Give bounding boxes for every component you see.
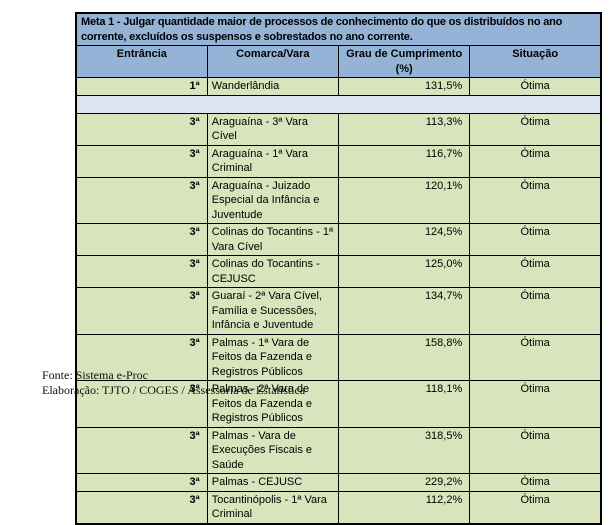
- table-title: Meta 1 - Julgar quantidade maior de proc…: [75, 12, 602, 46]
- entrancia-cell: 3ª: [75, 426, 208, 474]
- situacao-cell: Ótima: [469, 490, 602, 524]
- table-row: 3ª Colinas do Tocantins - 1ª Vara Cível 12…: [75, 223, 602, 256]
- comarca-vara-cell: Guaraí - 2ª Vara Cível, Família e Sucess…: [206, 287, 340, 335]
- comarca-vara-cell: Wanderlândia: [206, 77, 340, 96]
- footer-elaboracao: Elaboração: TJTO / COGES / Assessoria de…: [42, 382, 306, 397]
- grau-cumprimento-cell: 120,1%: [337, 176, 471, 224]
- table-row: 3ª Palmas - Vara de Execuções Fiscais e S…: [75, 426, 602, 474]
- table-row: 3ª Colinas do Tocantins - CEJUSC 125,0% Óti…: [75, 255, 602, 288]
- situacao-cell: Ótima: [469, 112, 602, 146]
- column-header-grau-cumprimento: Grau de Cumprimento (%): [337, 45, 471, 78]
- entrancia-cell: 3ª: [75, 333, 208, 381]
- entrancia-cell: 1ª: [75, 77, 208, 96]
- table-row: 3ª Araguaína - 3ª Vara Cível 113,3% Ótima: [75, 112, 602, 146]
- table-row: 3ª Araguaína - Juizado Especial da Infânc…: [75, 176, 602, 224]
- situacao-cell: Ótima: [469, 333, 602, 381]
- comarca-vara-cell: Araguaína - Juizado Especial da Infância…: [206, 176, 340, 224]
- entrancia-cell: 3ª: [75, 144, 208, 178]
- results-table-body: 1ª Wanderlândia 131,5% Ótima 3ª Araguaína - 3…: [75, 77, 602, 524]
- situacao-cell: Ótima: [469, 77, 602, 96]
- grau-cumprimento-cell: 125,0%: [337, 255, 471, 288]
- title-row: Meta 1 - Julgar quantidade maior de proc…: [75, 12, 602, 46]
- column-header-situacao: Situação: [469, 45, 602, 78]
- grau-cumprimento-cell: 118,1%: [337, 380, 471, 428]
- comarca-vara-cell: Colinas do Tocantins - CEJUSC: [206, 255, 340, 288]
- entrancia-cell: 3ª: [75, 223, 208, 256]
- entrancia-cell: 3ª: [75, 287, 208, 335]
- spacer-cell: [75, 94, 602, 114]
- comarca-vara-cell: Tocantinópolis - 1ª Vara Criminal: [206, 490, 340, 524]
- column-header-row: Entrância Comarca/Vara Grau de Cumprimen…: [75, 45, 602, 78]
- comarca-vara-cell: Araguaína - 3ª Vara Cível: [206, 112, 340, 146]
- grau-cumprimento-cell: 158,8%: [337, 333, 471, 381]
- grau-cumprimento-cell: 112,2%: [337, 490, 471, 524]
- comarca-vara-cell: Colinas do Tocantins - 1ª Vara Cível: [206, 223, 340, 256]
- entrancia-cell: 3ª: [75, 490, 208, 524]
- table-row: 3ª Araguaína - 1ª Vara Criminal 116,7% Ótim…: [75, 144, 602, 178]
- table-head: Meta 1 - Julgar quantidade maior de proc…: [75, 12, 602, 78]
- situacao-cell: Ótima: [469, 144, 602, 178]
- situacao-cell: Ótima: [469, 255, 602, 288]
- situacao-cell: Ótima: [469, 380, 602, 428]
- table-row: 3ª Palmas - CEJUSC 229,2% Ótima: [75, 473, 602, 492]
- grau-cumprimento-cell: 131,5%: [337, 77, 471, 96]
- situacao-cell: Ótima: [469, 223, 602, 256]
- table-row: 3ª Tocantinópolis - 1ª Vara Criminal 112,2…: [75, 490, 602, 524]
- comarca-vara-cell: Araguaína - 1ª Vara Criminal: [206, 144, 340, 178]
- grau-cumprimento-cell: 116,7%: [337, 144, 471, 178]
- situacao-cell: Ótima: [469, 426, 602, 474]
- grau-cumprimento-cell: 113,3%: [337, 112, 471, 146]
- grau-cumprimento-cell: 229,2%: [337, 473, 471, 492]
- grau-cumprimento-cell: 134,7%: [337, 287, 471, 335]
- entrancia-cell: 3ª: [75, 473, 208, 492]
- table-row: 3ª Guaraí - 2ª Vara Cível, Família e Suce…: [75, 287, 602, 335]
- situacao-cell: Ótima: [469, 287, 602, 335]
- entrancia-cell: 3ª: [75, 176, 208, 224]
- situacao-cell: Ótima: [469, 176, 602, 224]
- table-row: 3ª Palmas - 1ª Vara de Feitos da Fazenda …: [75, 333, 602, 381]
- situacao-cell: Ótima: [469, 473, 602, 492]
- column-header-comarca-vara: Comarca/Vara: [206, 45, 340, 78]
- comarca-vara-cell: Palmas - 1ª Vara de Feitos da Fazenda e …: [206, 333, 340, 381]
- spacer-row: [75, 94, 602, 114]
- grau-cumprimento-cell: 318,5%: [337, 426, 471, 474]
- table-row: 1ª Wanderlândia 131,5% Ótima: [75, 77, 602, 96]
- footer: Fonte: Sistema e-Proc Elaboração: TJTO /…: [42, 368, 305, 397]
- column-header-entrancia: Entrância: [75, 45, 208, 78]
- grau-cumprimento-cell: 124,5%: [337, 223, 471, 256]
- entrancia-cell: 3ª: [75, 255, 208, 288]
- footer-fonte: Fonte: Sistema e-Proc: [42, 368, 148, 382]
- meta1-report-table: Meta 1 - Julgar quantidade maior de proc…: [75, 12, 602, 525]
- entrancia-cell: 3ª: [75, 112, 208, 146]
- comarca-vara-cell: Palmas - CEJUSC: [206, 473, 340, 492]
- comarca-vara-cell: Palmas - Vara de Execuções Fiscais e Saú…: [206, 426, 340, 474]
